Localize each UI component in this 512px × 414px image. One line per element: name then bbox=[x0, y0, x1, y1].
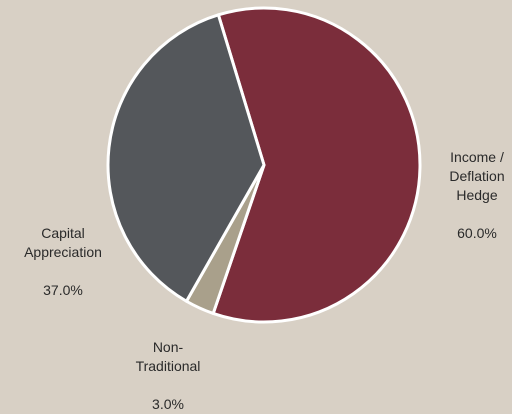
slice-label-non-traditional: Non- Traditional 3.0% bbox=[118, 319, 218, 414]
slice-label-capital-appreciation: Capital Appreciation 37.0% bbox=[8, 205, 118, 300]
pie-slice-capital-appreciation bbox=[106, 13, 266, 303]
slice-value-nontraditional: 3.0% bbox=[152, 396, 184, 412]
pie-slices bbox=[106, 6, 422, 324]
slice-value-capital: 37.0% bbox=[43, 282, 83, 298]
slice-label-income-text: Income / Deflation Hedge bbox=[449, 149, 505, 203]
slice-value-income: 60.0% bbox=[457, 225, 497, 241]
pie-slice-income-deflation-hedge bbox=[211, 6, 422, 324]
pie-chart bbox=[106, 6, 422, 324]
slice-label-capital-text: Capital Appreciation bbox=[24, 225, 102, 260]
slice-label-income-deflation-hedge: Income / Deflation Hedge 60.0% bbox=[432, 129, 512, 243]
slice-label-nontraditional-text: Non- Traditional bbox=[135, 339, 201, 374]
